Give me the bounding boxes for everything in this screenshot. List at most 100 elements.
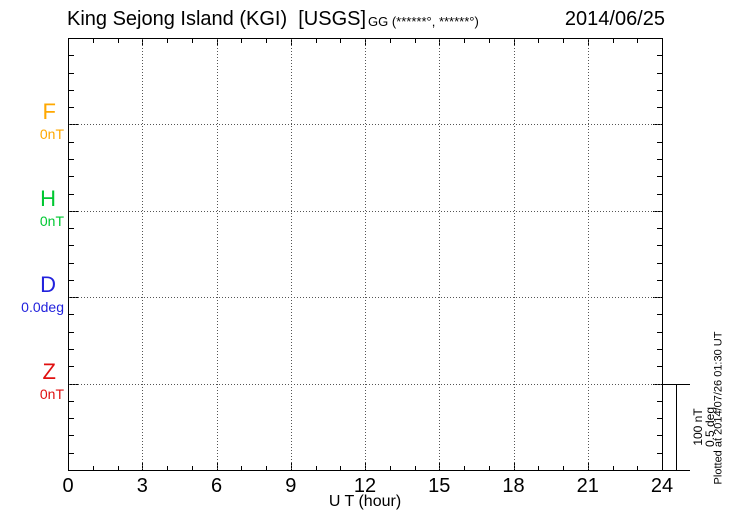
y-tick-left (69, 262, 74, 264)
y-tick-left (69, 245, 74, 247)
x-tick-label: 15 (428, 475, 451, 497)
channel-value-H: 0nT (39, 212, 64, 229)
x-tick-bottom (637, 466, 639, 470)
x-tick-label: 9 (285, 475, 297, 497)
x-tick-bottom (538, 466, 540, 470)
y-tick-right (657, 245, 662, 247)
channel-value-Z: 0nT (39, 385, 64, 402)
y-tick-left (69, 158, 74, 160)
x-tick-bottom (117, 466, 119, 470)
y-tick-right (657, 349, 662, 351)
plot-frame (68, 38, 663, 471)
y-tick-left (69, 193, 74, 195)
grid-line-vertical (365, 39, 366, 469)
x-tick-top (662, 39, 663, 46)
grid-line-vertical (513, 39, 515, 469)
scale-bar-line (676, 383, 677, 470)
y-tick-left (69, 452, 74, 454)
x-tick-label: 21 (576, 475, 599, 497)
x-tick-top (92, 39, 94, 43)
x-tick-top (563, 39, 564, 43)
y-tick-left (69, 331, 74, 333)
y-tick-right (657, 400, 662, 402)
grid-line-vertical (439, 39, 441, 469)
y-tick-right (657, 107, 662, 109)
y-tick-left (69, 176, 74, 178)
plotted-at-note: Plotted at 2014/07/26 01:30 UT (712, 331, 725, 485)
y-tick-right (657, 193, 662, 195)
y-tick-right (657, 279, 662, 281)
y-tick-right (657, 228, 662, 230)
y-tick-left (69, 279, 74, 281)
grid-line-horizontal (69, 210, 661, 212)
y-tick-right (657, 452, 662, 454)
y-tick-left (69, 228, 74, 230)
x-tick-top (241, 39, 243, 43)
y-tick-right (657, 366, 662, 368)
channel-letter-D: D (40, 272, 56, 298)
x-tick-label: 6 (210, 475, 223, 497)
x-tick-top (637, 39, 639, 43)
y-tick-right (657, 262, 662, 264)
x-tick-top (191, 39, 193, 43)
x-tick-label: 3 (136, 475, 148, 497)
y-tick-left (69, 89, 74, 91)
y-tick-right (657, 435, 662, 437)
x-tick-bottom (389, 466, 391, 470)
x-tick-bottom (414, 466, 416, 470)
y-tick-left (69, 366, 74, 368)
x-tick-top (414, 39, 416, 43)
x-tick-top (315, 39, 317, 43)
y-tick-right (657, 418, 662, 420)
grid-line-horizontal (69, 383, 661, 385)
grid-line-vertical (290, 39, 292, 469)
x-axis-label: U T (hour) (328, 493, 402, 510)
y-tick-right (657, 158, 662, 160)
grid-line-vertical (216, 39, 218, 469)
x-tick-bottom (662, 463, 663, 470)
observatory-coordinates: GG (******°, ******°) (368, 14, 479, 29)
x-tick-top (266, 39, 267, 43)
x-tick-top (68, 39, 69, 46)
y-tick-left (69, 349, 74, 351)
x-tick-bottom (315, 466, 317, 470)
x-tick-label: 18 (502, 475, 525, 497)
y-tick-left (69, 107, 74, 109)
x-tick-bottom (340, 466, 342, 470)
y-tick-left (69, 72, 74, 74)
x-tick-label: 0 (62, 475, 74, 497)
channel-letter-F: F (42, 99, 56, 125)
x-tick-bottom (266, 466, 267, 470)
x-tick-bottom (68, 463, 69, 470)
y-tick-left (69, 418, 74, 420)
y-tick-left (69, 141, 74, 143)
channel-letter-Z: Z (42, 358, 56, 384)
x-tick-top (538, 39, 540, 43)
y-tick-right (657, 55, 662, 57)
channel-value-F: 0nT (39, 126, 64, 143)
grid-line-horizontal (69, 297, 661, 299)
y-tick-right (657, 176, 662, 178)
grid-line-vertical (142, 39, 144, 469)
x-tick-top (464, 39, 465, 43)
x-tick-bottom (612, 466, 614, 470)
x-tick-bottom (488, 466, 490, 470)
channel-letter-H: H (40, 185, 56, 211)
x-tick-bottom (464, 466, 465, 470)
y-tick-left (69, 400, 74, 402)
y-tick-right (657, 72, 662, 74)
chart-date: 2014/06/25 (564, 8, 665, 30)
x-tick-label: 12 (353, 475, 377, 497)
channel-value-D: 0.0deg (21, 299, 64, 316)
x-tick-bottom (92, 466, 94, 470)
x-tick-top (167, 39, 168, 43)
y-tick-left (69, 55, 74, 57)
grid-line-horizontal (69, 124, 661, 126)
y-tick-left (69, 435, 74, 437)
chart-title: King Sejong Island (KGI) [USGS] (67, 8, 367, 30)
y-tick-left (69, 314, 74, 316)
x-tick-top (117, 39, 119, 43)
x-tick-top (389, 39, 391, 43)
x-tick-bottom (167, 466, 168, 470)
